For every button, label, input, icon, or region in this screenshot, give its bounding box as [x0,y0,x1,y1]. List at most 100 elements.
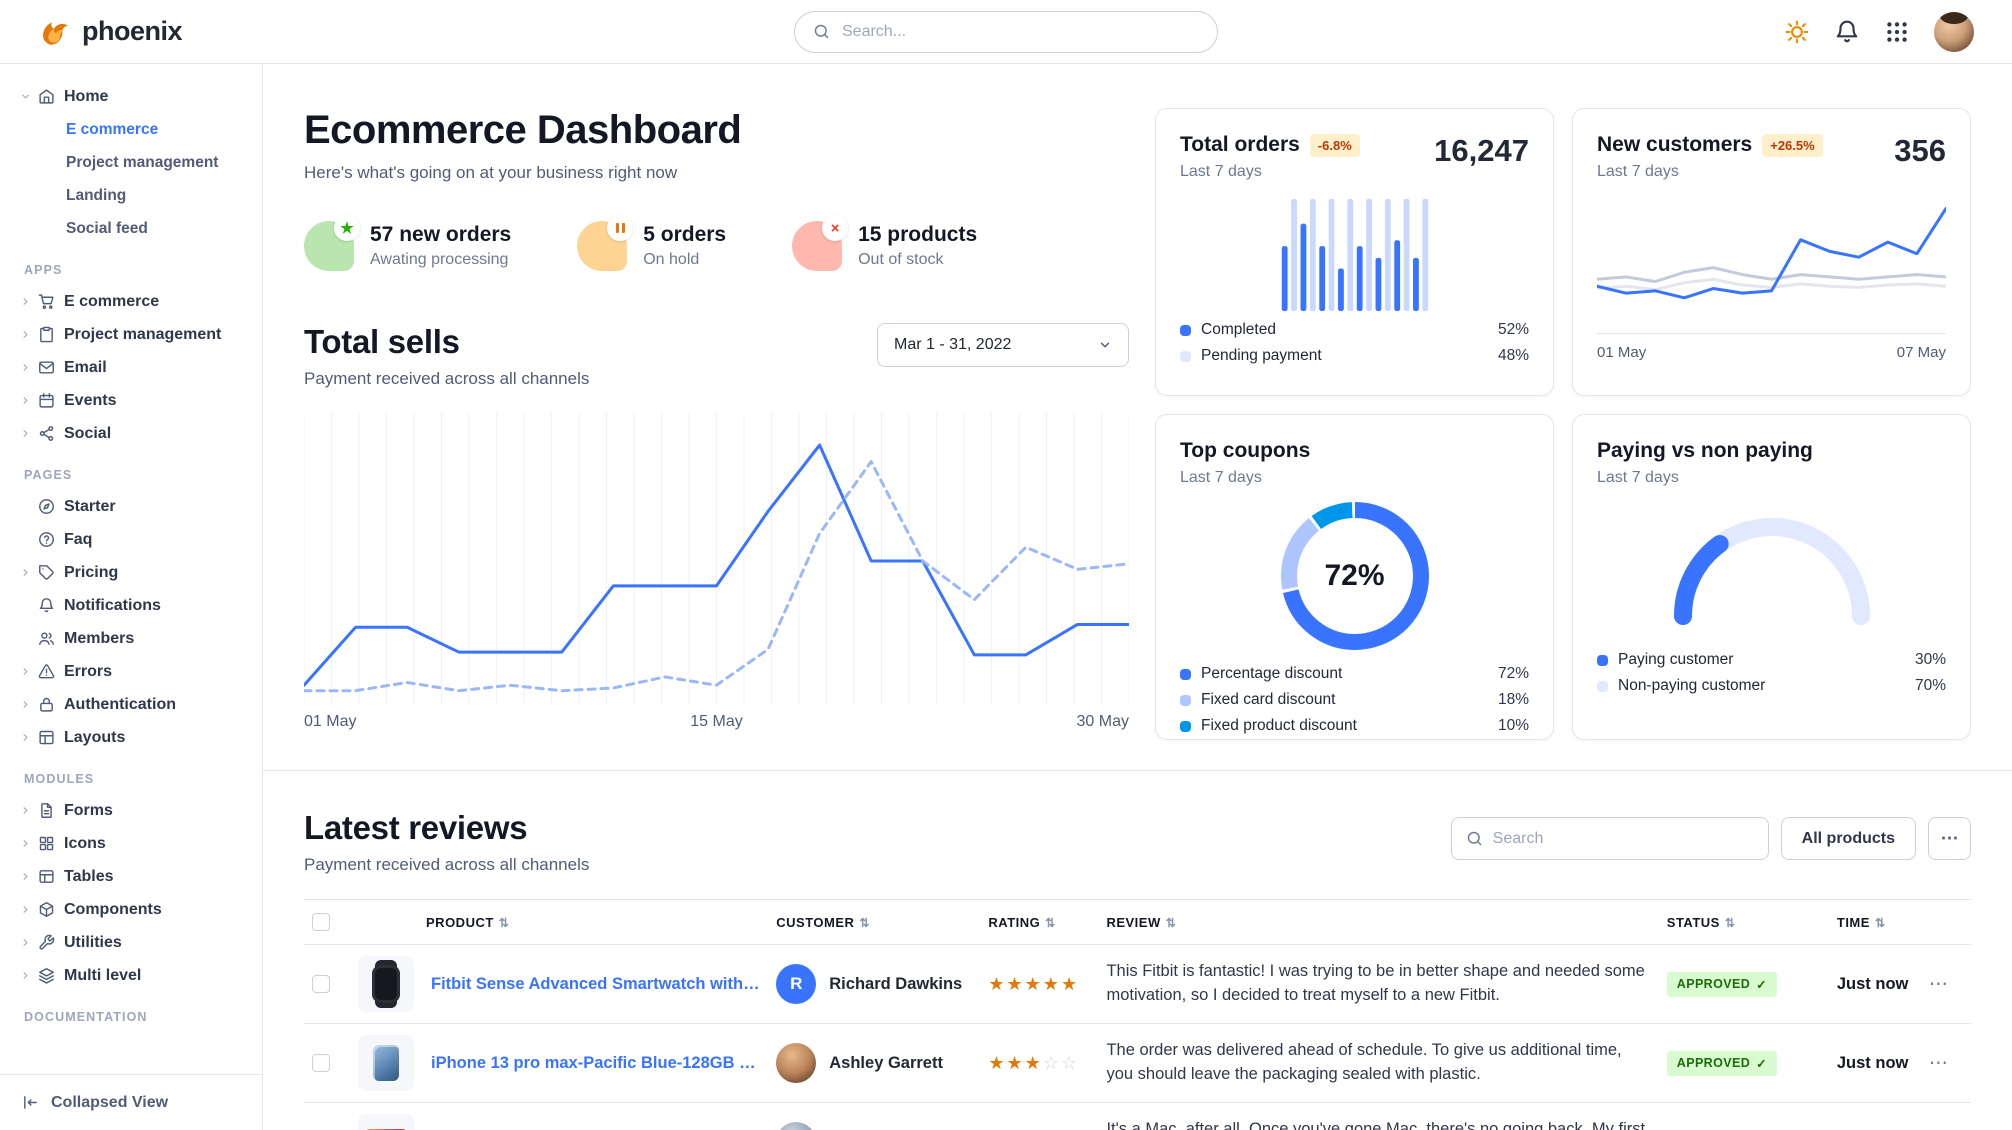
select-all-checkbox[interactable] [312,913,330,931]
sidebar-item-label: Tables [64,867,114,885]
total-sells-subtitle: Payment received across all channels [304,369,590,388]
legend-value: 70% [1914,677,1946,694]
global-search[interactable] [794,10,1218,53]
total-orders-bar-chart [1280,193,1430,311]
sidebar-item-utilities[interactable]: Utilities [10,926,252,959]
column-rating[interactable]: RATING ⇅ [980,899,1099,945]
product-link[interactable]: Fitbit Sense Advanced Smartwatch with To… [431,974,760,993]
sidebar-item-layouts[interactable]: Layouts [10,721,252,754]
sidebar-item-home[interactable]: Home [10,80,252,113]
user-avatar[interactable] [1934,11,1974,52]
rating-stars: ★★★ [988,1052,1043,1073]
app-grid-icon[interactable] [1884,19,1910,45]
caret-spacer [20,501,38,513]
sidebar-item-label: Faq [64,530,93,548]
sidebar-item-email[interactable]: Email [10,351,252,384]
sort-icon: ⇅ [1045,915,1056,930]
sidebar-item-notifications[interactable]: Notifications [10,589,252,622]
sort-icon: ⇅ [859,915,870,930]
chevron-down-icon [20,91,38,103]
grid-icon [38,835,64,852]
sidebar-subitem-social-feed[interactable]: Social feed [66,219,148,237]
sidebar-item-tables[interactable]: Tables [10,860,252,893]
legend-dot [1180,350,1191,362]
card-top-coupons: Top coupons Last 7 days 72% Percentage d… [1155,414,1554,740]
legend-label: Percentage discount [1201,665,1343,682]
stat-on-hold: 5 orders On hold [577,215,727,271]
main-content: Ecommerce Dashboard Here's what's going … [263,64,2012,1130]
new-customers-chart [1595,195,1948,327]
legend-label: Fixed product discount [1201,717,1357,734]
sidebar-subitem-ecommerce[interactable]: E commerce [66,120,159,138]
sidebar-item-members[interactable]: Members [10,622,252,655]
check-icon: ✓ [1756,977,1768,992]
dashboard-top: Ecommerce Dashboard Here's what's going … [263,64,2012,770]
tag-icon [38,564,64,581]
legend-completed: Completed 52% [1180,317,1529,343]
row-checkbox[interactable] [312,1053,330,1072]
sidebar-item-forms[interactable]: Forms [10,794,252,827]
legend-value: 10% [1497,717,1529,734]
sidebar-item-ecommerce[interactable]: E commerce [10,285,252,318]
all-products-button[interactable]: All products [1780,817,1916,860]
status-badge: APPROVED ✓ [1666,1050,1778,1076]
axis-tick: 15 May [690,713,743,730]
sidebar-item-events[interactable]: Events [10,384,252,417]
product-link[interactable]: iPhone 13 pro max-Pacific Blue-128GB sto… [431,1053,760,1072]
sidebar-item-label: Notifications [64,596,161,614]
brand[interactable]: phoenix [38,15,183,49]
sidebar-item-project-management[interactable]: Project management [10,318,252,351]
date-range-select[interactable]: Mar 1 - 31, 2022 [877,323,1129,367]
sidebar-item-errors[interactable]: Errors [10,655,252,688]
legend-value: 30% [1914,651,1946,668]
customer-avatar [776,1043,817,1083]
sidebar-item-faq[interactable]: Faq [10,523,252,556]
reviews-search-input[interactable] [1492,829,1754,848]
sidebar-item-authentication[interactable]: Authentication [10,688,252,721]
row-more-button[interactable]: ⋯ [1928,1052,1948,1074]
review-text: The order was delivered ahead of schedul… [1106,1041,1622,1083]
row-checkbox[interactable] [312,974,330,993]
sidebar-item-social[interactable]: Social [10,417,252,450]
x-icon: × [822,215,849,241]
search-icon [813,23,830,40]
legend-dot [1180,324,1191,336]
card-period: Last 7 days [1597,469,1679,486]
column-product[interactable]: PRODUCT ⇅ [350,899,769,945]
sidebar-item-label: Social [64,424,112,442]
column-time[interactable]: TIME ⇅ [1828,899,1921,945]
sidebar-item-icons[interactable]: Icons [10,827,252,860]
chevron-right-icon [20,395,38,407]
theme-toggle-sun-icon[interactable] [1784,19,1810,45]
legend-label: Completed [1201,321,1276,338]
collapsed-view-toggle[interactable]: Collapsed View [0,1074,262,1130]
sidebar-subitem-project-management[interactable]: Project management [66,153,219,171]
product-image [358,1114,415,1130]
lock-icon [38,696,64,713]
legend-value: 72% [1497,665,1529,682]
sidebar-item-label: Utilities [64,933,122,951]
column-review[interactable]: REVIEW ⇅ [1098,899,1659,945]
share-icon [38,425,64,442]
sidebar-subitem-landing[interactable]: Landing [66,186,127,204]
sidebar-item-pricing[interactable]: Pricing [10,556,252,589]
legend-dot [1597,654,1608,666]
sidebar-item-multi-level[interactable]: Multi level [10,959,252,992]
sidebar-item-starter[interactable]: Starter [10,490,252,523]
page-title: Ecommerce Dashboard [304,108,742,152]
column-status[interactable]: STATUS ⇅ [1658,899,1829,945]
product-image [358,956,415,1012]
pause-icon [607,215,634,241]
notifications-bell-icon[interactable] [1834,19,1860,45]
box-icon [38,901,64,918]
sidebar-item-components[interactable]: Components [10,893,252,926]
stat-title: 5 orders [643,223,727,246]
reviews-search[interactable] [1450,817,1769,860]
table-row: iPhone 13 pro max-Pacific Blue-128GB sto… [304,1023,1971,1103]
search-input[interactable] [842,22,1199,41]
reviews-title: Latest reviews [304,809,528,846]
chevron-right-icon [20,937,38,949]
column-customer[interactable]: CUSTOMER ⇅ [768,899,981,945]
row-more-button[interactable]: ⋯ [1928,973,1948,995]
more-options-button[interactable]: ⋯ [1928,817,1971,860]
